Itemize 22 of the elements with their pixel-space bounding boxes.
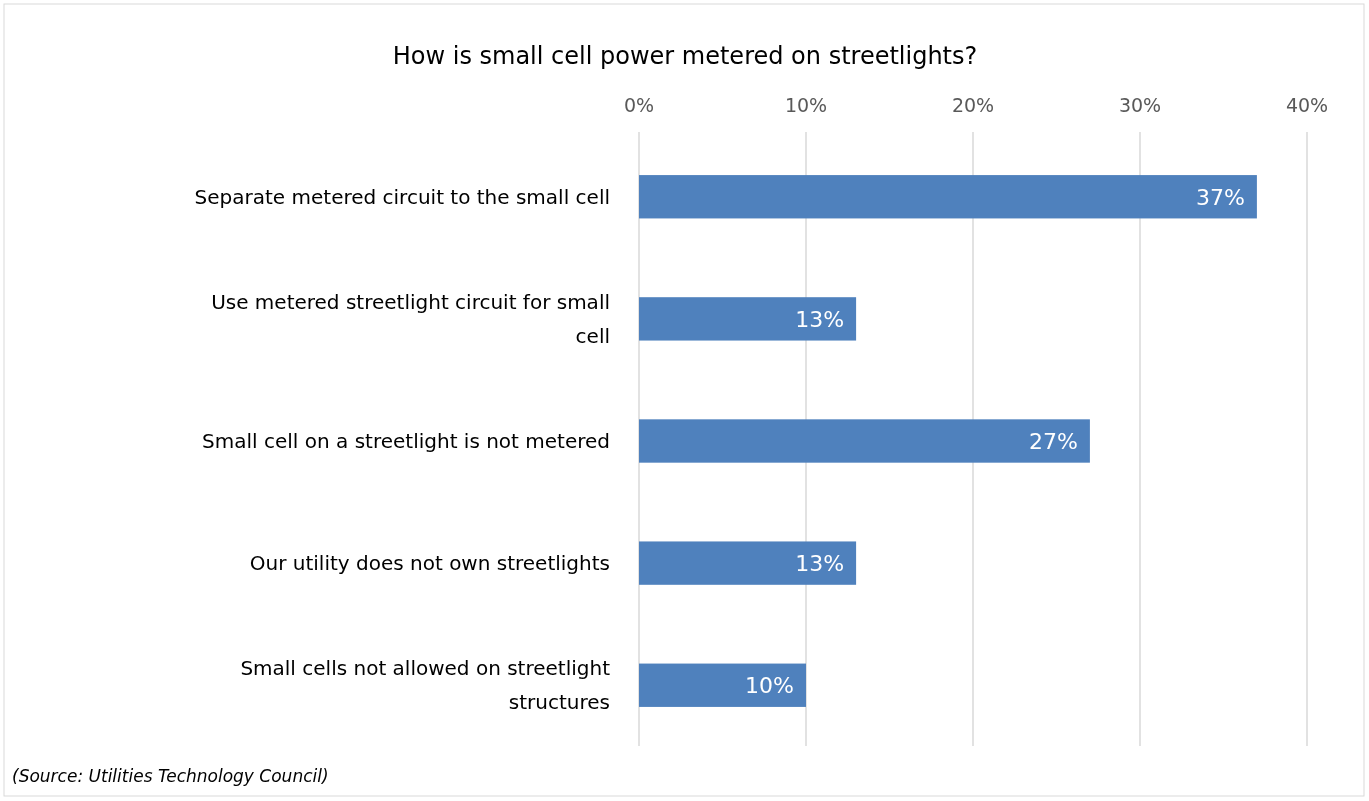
x-tick-label: 40% <box>1285 94 1329 116</box>
bar <box>639 541 857 585</box>
bar <box>639 663 806 707</box>
text: (Source: Utilities Technology Council) <box>12 766 329 786</box>
data-label: 27% <box>1028 429 1078 454</box>
y-tick-label: Small cell on a streetlight is not metered <box>202 429 610 453</box>
x-tick-label: 20% <box>951 94 995 116</box>
bar <box>639 297 857 341</box>
data-label: 37% <box>1195 184 1245 210</box>
y-tick-label: Small cells not allowed on streetlight structures <box>240 656 611 715</box>
chart-title: How is small cell power metered on streetlights? <box>392 42 978 70</box>
bar <box>639 175 1257 219</box>
x-tick-label: 0% <box>623 94 655 116</box>
data-label: 13% <box>795 551 845 577</box>
bar <box>639 419 1090 463</box>
x-tick-label: 10% <box>784 94 828 116</box>
data-label: 10% <box>745 673 794 699</box>
y-tick-label: Use metered streetlight circuit for small cell <box>211 289 610 348</box>
x-tick-label: 30% <box>1118 94 1162 116</box>
data-label: 13% <box>795 306 845 332</box>
y-tick-label: Our utility does not own streetlights <box>249 551 610 576</box>
y-tick-label: Separate metered circuit to the small cell <box>194 184 610 209</box>
